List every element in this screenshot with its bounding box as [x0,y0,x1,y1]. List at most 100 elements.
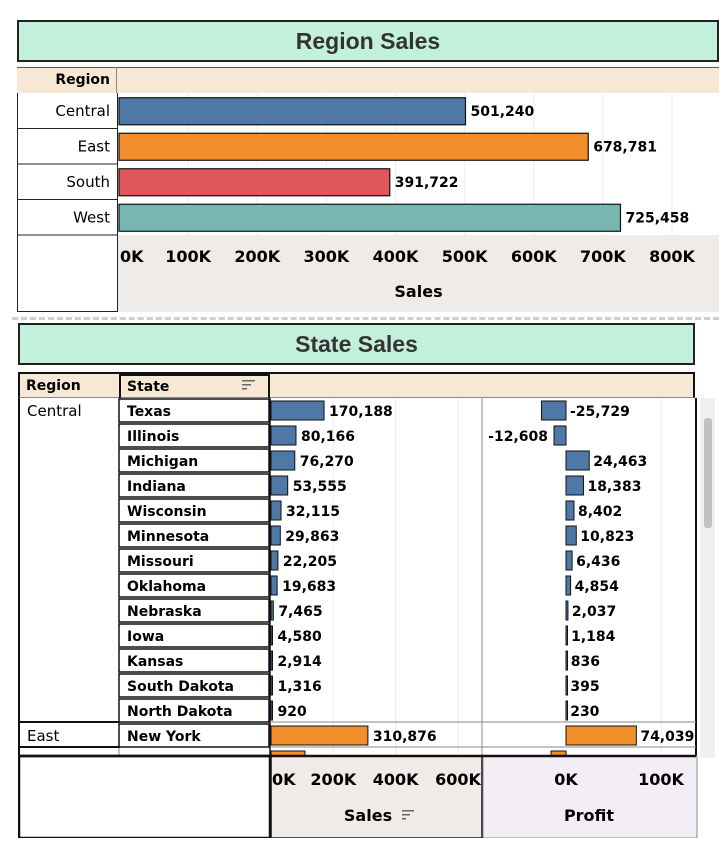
region-axis-tick-label: 0K [120,247,144,266]
profit-bar [565,500,575,521]
sales-value-label: 170,188 [329,404,393,420]
state-cell [118,673,270,698]
state-cell [118,598,270,623]
state-label: Indiana [127,479,186,495]
profit-value-label: 10,823 [580,529,634,545]
state-label: Oklahoma [127,579,206,595]
sales-value-label: 920 [278,704,307,720]
sales-value-label: 1,316 [278,679,322,695]
region-group-label: East [27,727,59,745]
state-sales-chart: Central Texas 170,188 -25,729 Illinois 80,166… [18,398,698,838]
region-axis-tick-label: 400K [373,247,419,266]
sales-value-label: 4,580 [278,629,323,645]
sales-bar [270,725,369,746]
profit-value-label: 395 [570,679,599,695]
sales-value-label: 310,876 [373,729,437,745]
state-cell [118,623,270,648]
sales-axis-tick-label: 600K [435,770,481,789]
sales-axis-title: Sales [344,806,392,825]
profit-value-label: 1,184 [571,629,616,645]
state-cell [118,423,270,448]
sales-value-label: 2,914 [278,654,323,670]
profit-value-label: 24,463 [593,454,647,470]
sales-value-label: 76,270 [300,454,354,470]
state-label: Texas [127,404,171,420]
sales-bar [270,650,273,671]
region-axis-tick-label: 200K [234,247,280,266]
profit-value-label: 2,037 [572,604,616,620]
region-category-label: West [73,208,110,226]
state-cell [118,573,270,598]
profit-bar [565,700,568,721]
sales-bar [270,625,273,646]
region-bar [118,97,467,126]
region-header-row [17,67,719,93]
sales-axis-area [270,755,483,838]
profit-value-label: -12,608 [488,429,548,445]
sales-bar [270,475,289,496]
region-bar [118,203,622,232]
state-cell [118,448,270,473]
sort-icon[interactable] [242,379,256,395]
sales-axis-tick-label: 200K [310,770,356,789]
profit-bar [565,650,568,671]
profit-value-label: 230 [570,704,599,720]
profit-bar [565,575,572,596]
region-category-label: South [66,173,110,191]
profit-value-label: 4,854 [575,579,620,595]
profit-bar [565,450,590,471]
sales-bar [270,400,325,421]
state-label: Missouri [127,554,194,570]
profit-value-label: 8,402 [578,504,622,520]
profit-bar [553,425,567,446]
sales-bar [270,450,296,471]
sales-bar [270,575,278,596]
region-bar [118,132,589,161]
state-label: Kansas [127,654,183,670]
state-label: Iowa [127,629,164,645]
state-region-header: Region [26,378,81,394]
sales-bar [270,550,279,571]
profit-value-label: 6,436 [576,554,620,570]
state-label: Illinois [127,429,179,445]
sales-value-label: 53,555 [293,479,347,495]
region-axis-tick-label: 100K [165,247,211,266]
state-sales-title-text: State Sales [295,330,418,357]
region-group-label: Central [27,402,82,420]
region-category-label: East [78,137,110,155]
sales-value-label: 7,465 [278,604,322,620]
region-axis-title: Sales [394,282,442,301]
profit-bar [565,675,568,696]
state-cell [118,473,270,498]
section-divider [12,317,719,320]
profit-bar [565,725,637,746]
profit-axis-area [482,755,698,838]
state-label: New York [127,729,201,745]
state-label: Minnesota [127,529,209,545]
scrollbar-thumb[interactable] [704,418,712,528]
profit-bar [565,625,568,646]
sales-value-label: 80,166 [301,429,355,445]
sales-bar [270,525,281,546]
region-axis-area [118,235,719,312]
state-cell [118,523,270,548]
region-bar-value-label: 678,781 [593,139,657,155]
region-sales-chart: Central 501,240 East 678,781 South 391,722 Wes… [17,93,719,312]
state-state-header[interactable]: State [119,374,270,398]
profit-bar [541,400,567,421]
region-axis-tick-label: 600K [511,247,557,266]
state-label: Wisconsin [127,504,207,520]
sales-value-label: 32,115 [286,504,340,520]
region-sales-title: Region Sales [17,20,719,62]
region-axis-tick-label: 500K [442,247,488,266]
region-bar-value-label: 391,722 [395,175,459,191]
region-axis-tick-label: 300K [303,247,349,266]
sales-bar [270,700,273,721]
sales-axis-tick-label: 0K [272,770,296,789]
profit-bar [565,475,584,496]
vertical-scrollbar[interactable] [700,398,715,758]
sales-bar [270,500,282,521]
sales-value-label: 22,205 [283,554,337,570]
state-label: Michigan [127,454,198,470]
region-header-label: Region [17,67,117,93]
